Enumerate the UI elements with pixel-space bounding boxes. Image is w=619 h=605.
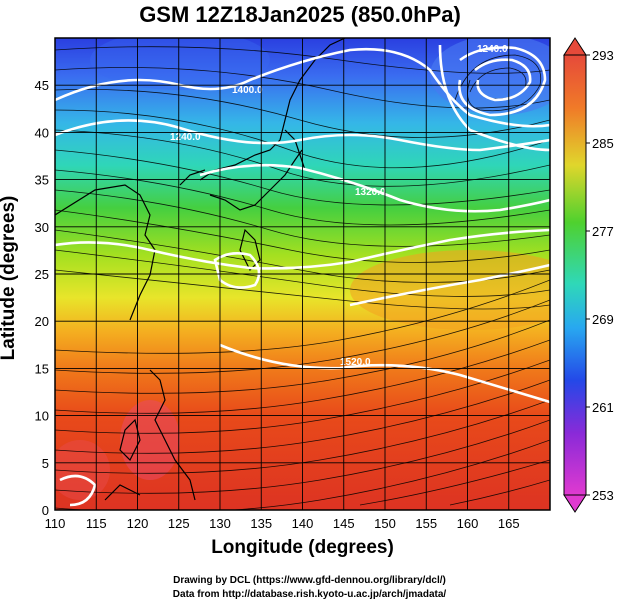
x-axis-ticks: 110 115 120 125 130 135 140 145 150 155 160 165 [45,516,520,531]
x-tick-label: 160 [457,516,479,531]
chart-title: GSM 12Z18Jan2025 (850.0hPa) [139,2,461,27]
y-tick-label: 40 [35,125,49,140]
colorbar-tick-label: 253 [592,488,614,503]
x-tick-label: 150 [374,516,396,531]
y-axis-label: Latitude (degrees) [0,195,19,361]
contour-label: 1240.0 [477,44,508,55]
y-tick-label: 5 [42,456,49,471]
y-tick-label: 0 [42,503,49,518]
contour-label: 1400.0 [232,85,263,96]
colorbar-tick-label: 277 [592,224,614,239]
y-tick-label: 10 [35,409,49,424]
x-tick-label: 145 [333,516,355,531]
colorbar-tick-label: 285 [592,136,614,151]
x-axis-label: Longitude (degrees) [211,537,394,558]
colorbar-tick-label: 269 [592,312,614,327]
contour-label: 1240.0 [170,132,201,143]
y-tick-label: 45 [35,78,49,93]
colorbar-ticks: 293 285 277 269 261 253 [586,48,614,503]
y-axis-ticks: 0 5 10 15 20 25 30 35 40 45 [35,78,49,518]
contour-labels: 1400.0 1240.0 1320.0 1520.0 1240.0 [170,44,508,368]
colorbar-bottom-arrow [563,494,587,513]
y-tick-label: 30 [35,220,49,235]
colorbar: 293 285 277 269 261 253 [563,37,614,513]
contour-label: 1520.0 [340,357,371,368]
x-tick-label: 165 [498,516,520,531]
x-tick-label: 120 [127,516,149,531]
y-tick-label: 35 [35,173,49,188]
colorbar-top-arrow [563,37,587,56]
y-tick-label: 20 [35,314,49,329]
colorbar-scale [563,54,587,496]
x-tick-label: 115 [86,516,107,531]
x-tick-label: 130 [209,516,231,531]
x-tick-label: 110 [45,516,66,531]
credit-data: Data from http://database.rish.kyoto-u.a… [172,589,447,600]
colorbar-tick-label: 293 [592,48,614,63]
x-tick-label: 135 [250,516,272,531]
height-contours [55,44,550,507]
y-tick-label: 25 [35,267,49,282]
plot-frame [54,37,551,511]
credit-drawing: Drawing by DCL (https://www.gfd-dennou.o… [173,575,446,586]
wind-streamlines [55,46,550,510]
contour-label: 1320.0 [355,187,386,198]
y-tick-label: 15 [35,361,49,376]
x-tick-label: 140 [292,516,314,531]
x-tick-label: 125 [168,516,190,531]
x-tick-label: 155 [415,516,437,531]
colorbar-tick-label: 261 [592,400,614,415]
